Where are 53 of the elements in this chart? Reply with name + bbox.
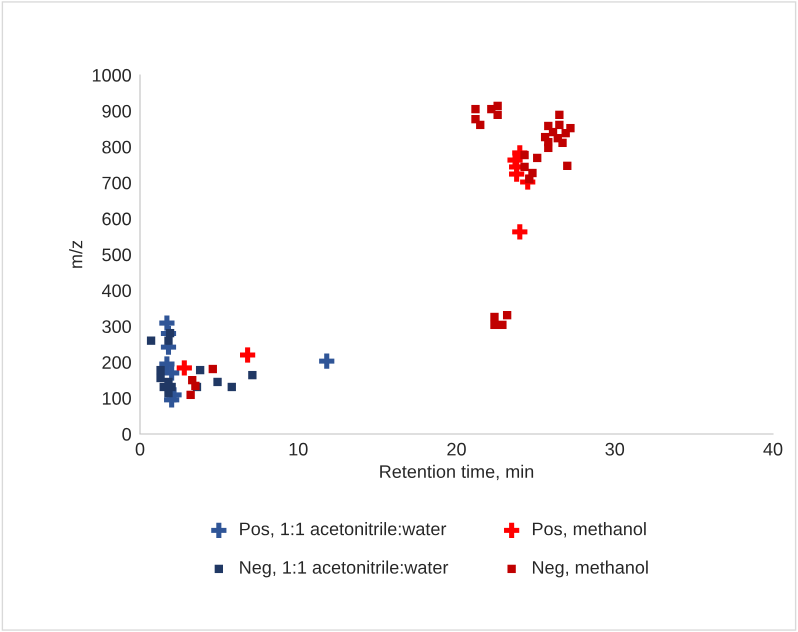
point xyxy=(240,347,256,363)
x-tick-label: 0 xyxy=(136,442,144,456)
point xyxy=(176,360,192,376)
legend-label: Pos, methanol xyxy=(532,522,646,538)
point xyxy=(164,336,173,345)
legend-label: Neg, methanol xyxy=(532,560,648,578)
point xyxy=(555,110,564,120)
point xyxy=(476,120,484,130)
y-tick-label: 400 xyxy=(102,284,131,298)
point xyxy=(498,320,507,330)
point xyxy=(164,365,180,381)
y-tick-label: 200 xyxy=(102,356,131,369)
point xyxy=(533,154,542,162)
point xyxy=(146,336,156,345)
y-tick-label: 600 xyxy=(102,212,131,226)
x-tick-label: 10 xyxy=(290,442,308,456)
legend-label: Neg, 1:1 acetonitrile:water xyxy=(240,560,448,578)
point xyxy=(520,162,529,172)
y-tick-label: 900 xyxy=(102,104,131,118)
point xyxy=(493,110,502,120)
x-tick-label: 40 xyxy=(763,442,782,456)
point xyxy=(471,104,480,114)
y-tick-label: 300 xyxy=(102,320,131,334)
point xyxy=(558,138,567,148)
point xyxy=(156,374,165,382)
point xyxy=(555,120,564,130)
x-tick-label: 30 xyxy=(605,442,624,456)
y-tick-label: 700 xyxy=(102,176,131,190)
point xyxy=(248,370,257,380)
legend-label: Pos, 1:1 acetonitrile:water xyxy=(240,522,446,538)
y-tick-label: 500 xyxy=(102,248,131,262)
y-axis-title: m/z xyxy=(69,240,82,268)
point xyxy=(213,378,222,386)
y-tick-label: 100 xyxy=(102,392,131,405)
y-tick-label: 0 xyxy=(122,428,131,441)
point xyxy=(490,320,499,330)
point xyxy=(208,364,217,374)
point xyxy=(502,311,512,320)
y-tick-label: 800 xyxy=(102,140,131,154)
y-tick-label: 1000 xyxy=(92,68,131,82)
point xyxy=(196,366,204,374)
point xyxy=(544,144,552,152)
point xyxy=(228,382,236,392)
point xyxy=(319,354,334,369)
point xyxy=(563,162,572,170)
point xyxy=(487,104,496,114)
point xyxy=(186,390,195,400)
point xyxy=(562,128,570,138)
point xyxy=(512,224,528,240)
x-axis-title: Retention time, min xyxy=(380,464,534,480)
point xyxy=(520,150,529,160)
point xyxy=(156,366,165,374)
x-tick-label: 20 xyxy=(447,442,466,456)
